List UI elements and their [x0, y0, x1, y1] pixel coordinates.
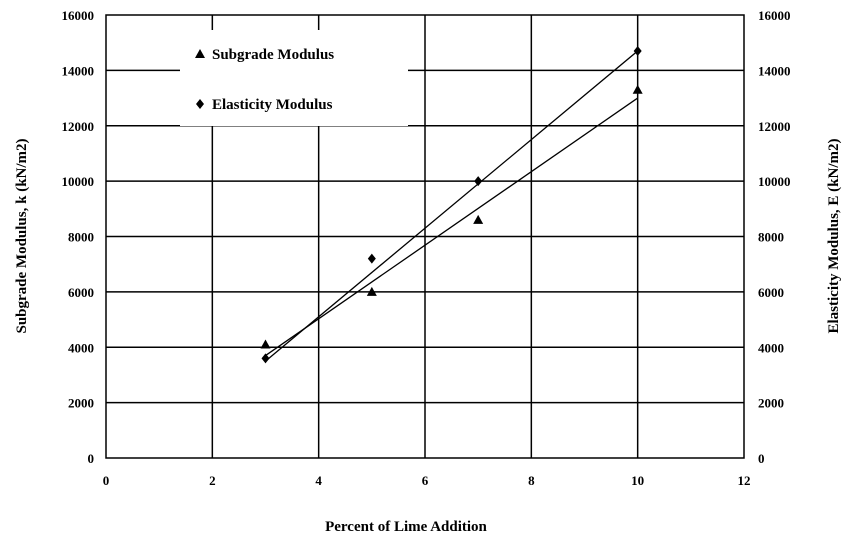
marker-elasticity-modulus: [633, 45, 642, 56]
legend: Subgrade Modulus Elasticity Modulus: [195, 47, 334, 113]
marker-elasticity-modulus: [261, 353, 270, 364]
trendlines: [265, 50, 639, 362]
marker-subgrade-modulus: [366, 286, 377, 296]
y-tick-label-left: 16000: [62, 8, 95, 23]
y-tick-label-left: 8000: [68, 230, 94, 245]
y-tick-label-right: 16000: [758, 8, 791, 23]
x-tick-label: 4: [315, 473, 322, 488]
marker-elasticity-modulus: [474, 176, 483, 187]
y-tick-label-right: 14000: [758, 63, 791, 78]
y-tick-label-left: 10000: [62, 174, 95, 189]
legend-label-subgrade: Subgrade Modulus: [212, 47, 334, 63]
left-tick-labels: 0 2000 4000 6000 8000 10000 12000 14000 16000: [62, 8, 95, 466]
x-tick-label: 10: [631, 473, 644, 488]
legend-marker-triangle: [195, 49, 205, 58]
y-tick-label-right: 6000: [758, 285, 784, 300]
marker-subgrade-modulus: [632, 84, 643, 94]
marker-subgrade-modulus: [260, 339, 271, 349]
legend-box: [180, 30, 408, 126]
data-markers: [260, 45, 643, 364]
marker-elasticity-modulus: [367, 253, 376, 264]
x-tick-label: 0: [103, 473, 110, 488]
y-tick-label-left: 4000: [68, 340, 94, 355]
y-axis-title-left: Subgrade Modulus, k (kN/m2): [14, 138, 30, 333]
y-tick-label-left: 2000: [68, 396, 94, 411]
legend-marker-diamond: [196, 99, 204, 109]
y-axis-title-right: Elasticity Modulus, E (kN/m2): [826, 138, 842, 333]
trendline: [265, 97, 639, 357]
x-tick-label: 8: [528, 473, 535, 488]
plot-frame: [105, 14, 745, 459]
x-tick-label: 12: [738, 473, 751, 488]
right-tick-labels: 0 2000 4000 6000 8000 10000 12000 14000 16000: [758, 8, 791, 466]
trendline: [265, 50, 639, 362]
x-tick-label: 6: [422, 473, 429, 488]
y-tick-label-left: 12000: [62, 119, 95, 134]
y-tick-label-right: 10000: [758, 174, 791, 189]
marker-subgrade-modulus: [473, 214, 484, 224]
y-tick-label-right: 8000: [758, 230, 784, 245]
y-tick-label-left: 0: [88, 451, 95, 466]
x-axis-title: Percent of Lime Addition: [325, 519, 487, 535]
y-tick-label-right: 4000: [758, 340, 784, 355]
legend-label-elasticity: Elasticity Modulus: [212, 97, 333, 113]
y-tick-label-right: 12000: [758, 119, 791, 134]
x-tick-labels: 0 2 4 6 8 10 12: [103, 473, 751, 488]
y-tick-label-right: 2000: [758, 396, 784, 411]
x-tick-label: 2: [209, 473, 216, 488]
y-tick-label-left: 14000: [62, 63, 95, 78]
y-tick-label-right: 0: [758, 451, 765, 466]
y-tick-label-left: 6000: [68, 285, 94, 300]
